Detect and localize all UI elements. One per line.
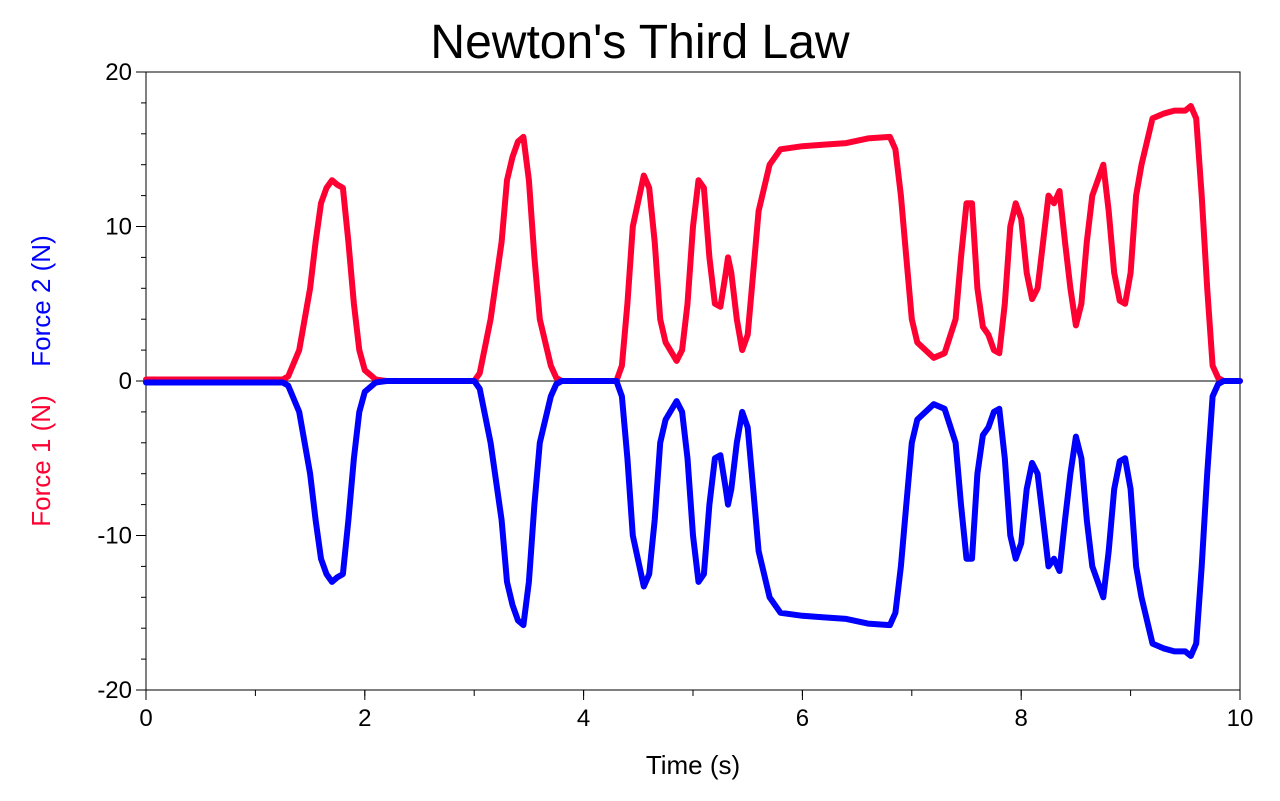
series-line-force2 [143,378,1243,659]
x-axis-label: Time (s) [646,750,740,780]
y-tick-label: 10 [105,214,132,241]
x-tick-label: 10 [1227,705,1254,732]
x-tick-label: 0 [139,705,152,732]
chart-title: Newton's Third Law [430,16,849,69]
x-tick-label: 6 [796,705,809,732]
x-tick-label: 4 [577,705,590,732]
y-tick-label: 20 [105,59,132,86]
y-tick-label: 0 [119,368,132,395]
y-axis-label-force1: Force 1 (N) [26,395,56,526]
series-line-force1 [143,103,1243,384]
y-tick-label: -10 [97,523,132,550]
x-tick-label: 2 [358,705,371,732]
y-tick-label: -20 [97,677,132,704]
x-tick-label: 8 [1015,705,1028,732]
y-axis-label-force2: Force 2 (N) [26,235,56,366]
